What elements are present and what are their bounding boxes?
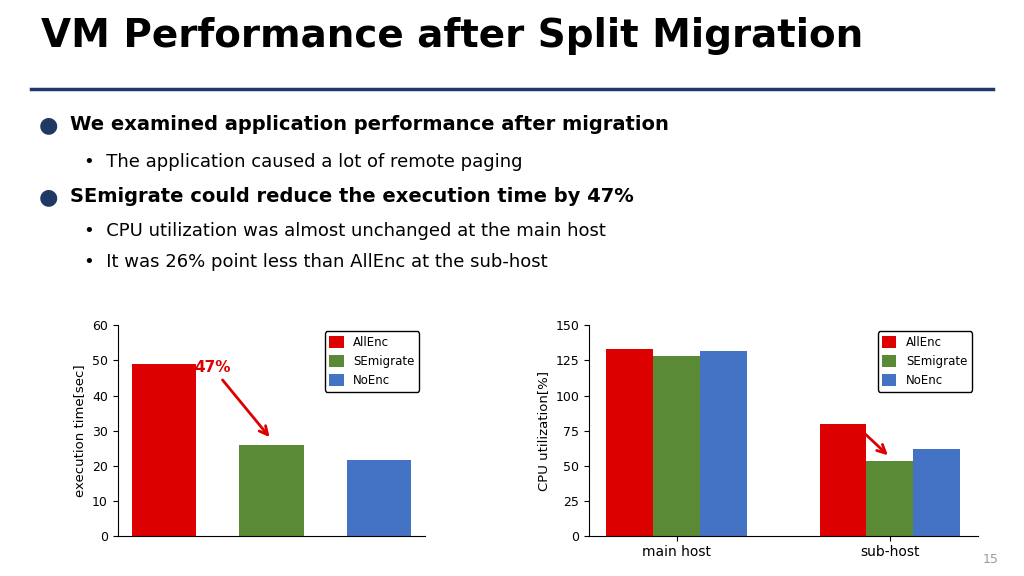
Bar (132, 364, 197, 536)
Bar (819, 423, 866, 536)
Text: •  It was 26% point less than AllEnc at the sub-host: • It was 26% point less than AllEnc at t… (84, 253, 548, 271)
Text: SEmigrate could reduce the execution time by 47%: SEmigrate could reduce the execution tim… (70, 187, 634, 206)
Text: ●: ● (39, 115, 58, 135)
Y-axis label: CPU utilization[%]: CPU utilization[%] (537, 370, 550, 491)
Bar (606, 349, 653, 536)
Bar (346, 460, 411, 536)
Bar (700, 351, 748, 536)
Bar (913, 449, 961, 536)
Text: 15: 15 (982, 552, 998, 566)
Text: •  The application caused a lot of remote paging: • The application caused a lot of remote… (84, 153, 522, 170)
Bar (653, 357, 700, 536)
Legend: AllEnc, SEmigrate, NoEnc: AllEnc, SEmigrate, NoEnc (878, 331, 972, 392)
Text: 47%: 47% (194, 360, 267, 435)
Bar (866, 461, 913, 536)
Text: We examined application performance after migration: We examined application performance afte… (70, 115, 669, 134)
Y-axis label: execution time[sec]: execution time[sec] (74, 364, 86, 497)
Text: •  CPU utilization was almost unchanged at the main host: • CPU utilization was almost unchanged a… (84, 222, 606, 240)
Text: ●: ● (39, 187, 58, 207)
Text: VM Performance after Split Migration: VM Performance after Split Migration (41, 17, 863, 55)
Bar (240, 445, 303, 536)
Legend: AllEnc, SEmigrate, NoEnc: AllEnc, SEmigrate, NoEnc (325, 331, 419, 392)
